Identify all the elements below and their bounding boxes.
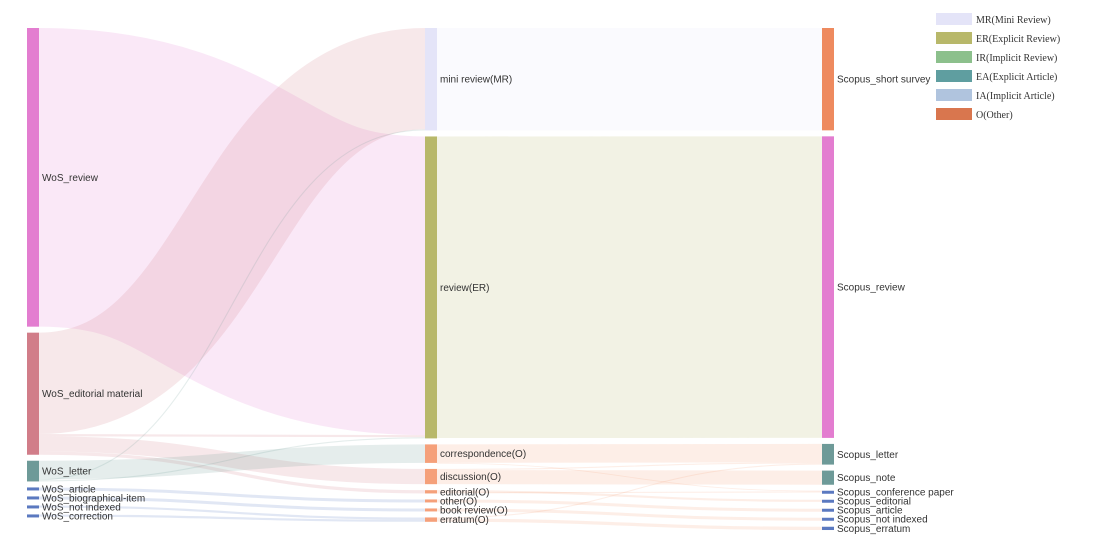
link-wos_correction-mid_err	[38, 514, 426, 522]
node-mid_mr[interactable]	[425, 28, 437, 131]
node-wos_notindexed[interactable]	[27, 505, 39, 509]
node-wos_bio[interactable]	[27, 496, 39, 500]
node-label-wos_letter: WoS_letter	[42, 467, 92, 478]
legend-label-2: IR(Implicit Review)	[976, 53, 1057, 64]
node-sc_erratum[interactable]	[822, 526, 834, 531]
link-mid_err-sc_letter	[436, 463, 823, 519]
link-mid_disc-sc_note	[436, 470, 823, 485]
node-label-wos_article: WoS_article	[42, 484, 96, 495]
node-wos_article[interactable]	[27, 487, 39, 491]
node-label-sc_note: Scopus_note	[837, 473, 896, 484]
link-mid_corr-sc_conf	[436, 462, 823, 492]
legend-swatch-5	[936, 108, 972, 120]
node-mid_er[interactable]	[425, 136, 437, 439]
node-label-sc_article: Scopus_article	[837, 506, 903, 517]
node-sc_article[interactable]	[822, 508, 834, 512]
node-label-mid_edit: editorial(O)	[440, 487, 489, 498]
legend-label-5: O(Other)	[976, 110, 1013, 121]
node-label-wos_review: WoS_review	[42, 173, 99, 184]
legend-swatch-2	[936, 51, 972, 63]
link-wos_notindexed-mid_err	[38, 505, 426, 520]
node-sc_review[interactable]	[822, 136, 834, 438]
node-sc_letter[interactable]	[822, 443, 834, 465]
node-label-wos_notindexed: WoS_not indexed	[42, 502, 121, 513]
node-mid_err[interactable]	[425, 517, 437, 522]
node-label-sc_conf: Scopus_conference paper	[837, 488, 954, 499]
node-sc_short[interactable]	[822, 28, 834, 131]
node-mid_corr[interactable]	[425, 444, 437, 463]
sankey-labels: WoS_review WoS_editorial material WoS_lett…	[42, 75, 954, 535]
link-wos_editorial-mid_mr	[36, 28, 428, 435]
node-label-mid_mr: mini review(MR)	[440, 75, 512, 86]
node-mid_book[interactable]	[425, 508, 437, 512]
node-wos_correction[interactable]	[27, 514, 39, 518]
node-sc_conf[interactable]	[822, 490, 834, 494]
node-label-sc_letter: Scopus_letter	[837, 450, 899, 461]
node-label-sc_erratum: Scopus_erratum	[837, 524, 910, 535]
node-label-wos_bio: WoS_biographical-item	[42, 493, 145, 504]
legend-label-1: ER(Explicit Review)	[976, 34, 1060, 45]
link-wos_editorial-mid_disc	[38, 436, 426, 485]
legend: MR(Mini Review) ER(Explicit Review) IR(Imp…	[936, 13, 1060, 121]
legend-swatch-3	[936, 70, 972, 82]
link-wos_letter-mid_corr	[38, 444, 426, 480]
node-label-mid_book: book review(O)	[440, 505, 508, 516]
node-label-mid_other: other(O)	[440, 496, 477, 507]
link-wos_editorial-mid_edit	[38, 451, 426, 494]
node-label-sc_notindexed: Scopus_not indexed	[837, 515, 928, 526]
legend-label-4: IA(Implicit Article)	[976, 91, 1055, 102]
node-wos_editorial[interactable]	[27, 332, 39, 455]
legend-swatch-0	[936, 13, 972, 25]
legend-label-0: MR(Mini Review)	[976, 15, 1051, 26]
link-mid_err-sc_erratum	[436, 518, 823, 531]
legend-swatch-1	[936, 32, 972, 44]
node-wos_review[interactable]	[27, 28, 39, 327]
link-wos_letter-mid_mr	[38, 129, 426, 481]
node-label-mid_err: erratum(O)	[440, 515, 489, 526]
legend-swatch-4	[936, 89, 972, 101]
node-label-sc_review: Scopus_review	[837, 283, 906, 294]
node-mid_other[interactable]	[425, 499, 437, 503]
link-mid_book-sc_notindexed	[436, 508, 823, 521]
node-sc_editorial[interactable]	[822, 499, 834, 503]
node-sc_note[interactable]	[822, 470, 834, 485]
node-label-mid_corr: correspondence(O)	[440, 449, 526, 460]
link-mid_edit-sc_conf	[436, 491, 823, 494]
node-wos_letter[interactable]	[27, 460, 39, 482]
node-label-sc_short: Scopus_short survey	[837, 75, 930, 86]
node-label-mid_disc: discussion(O)	[440, 472, 501, 483]
node-label-wos_correction: WoS_correction	[42, 511, 113, 522]
node-mid_edit[interactable]	[425, 490, 437, 494]
node-label-mid_er: review(ER)	[440, 283, 489, 294]
legend-label-3: EA(Explicit Article)	[976, 72, 1057, 83]
node-mid_disc[interactable]	[425, 468, 437, 485]
link-mid_edit-sc_editorial	[436, 490, 823, 502]
node-label-sc_editorial: Scopus_editorial	[837, 497, 911, 508]
node-sc_notindexed[interactable]	[822, 517, 834, 521]
link-wos_bio-mid_book	[38, 496, 426, 512]
link-wos_editorial-mid_er	[38, 434, 426, 438]
node-label-wos_editorial: WoS_editorial material	[42, 389, 142, 400]
sankey-links	[35, 28, 823, 531]
link-wos_review-mid_er	[35, 28, 429, 436]
link-wos_article-mid_other	[38, 487, 426, 503]
link-wos_letter-mid_er	[38, 437, 426, 482]
sankey-nodes	[27, 28, 834, 531]
link-mid_other-sc_article	[436, 499, 823, 512]
link-mid_disc-sc_letter	[436, 462, 823, 471]
